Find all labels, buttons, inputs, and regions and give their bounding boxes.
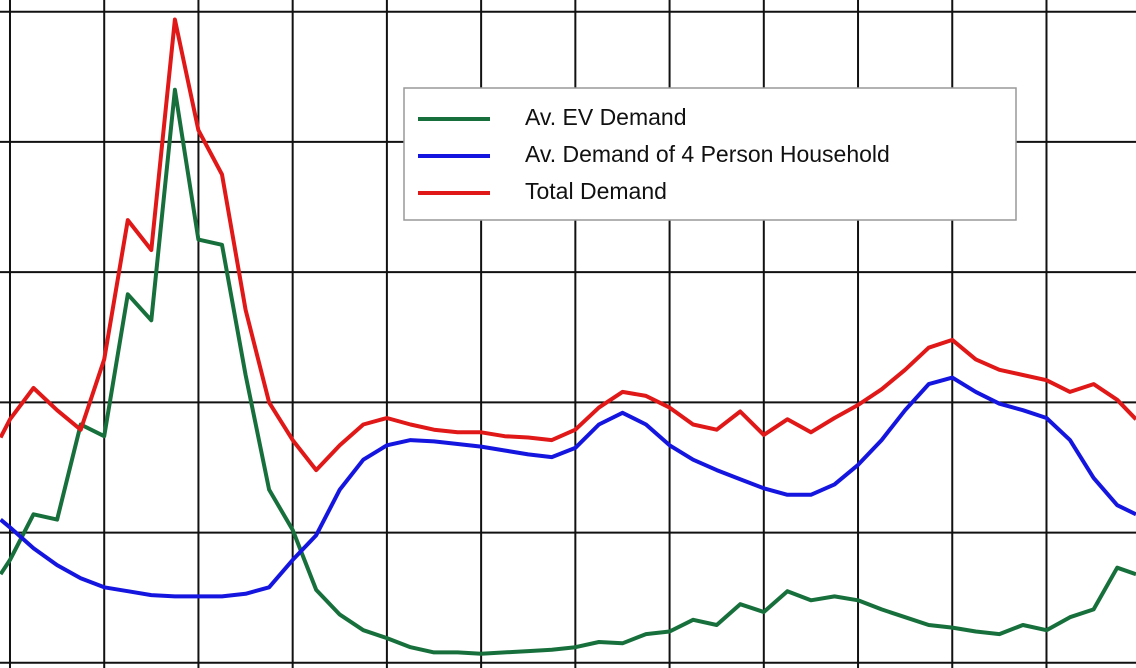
series-line: [0, 87, 1136, 656]
legend-label: Av. Demand of 4 Person Household: [525, 141, 890, 167]
series-line: [0, 17, 1136, 473]
series-line: [0, 375, 1136, 599]
legend-box: [403, 87, 1017, 221]
legend-label: Total Demand: [525, 178, 667, 204]
legend-label: Av. EV Demand: [525, 104, 687, 130]
legend: Av. EV Demand Av. Demand of 4 Person Hous…: [403, 87, 1017, 221]
